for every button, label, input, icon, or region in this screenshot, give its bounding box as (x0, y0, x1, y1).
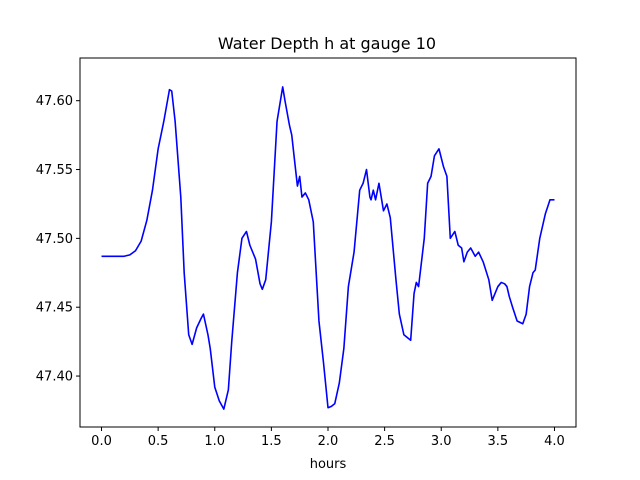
x-tick-label: 0.0 (91, 434, 112, 449)
chart-title: Water Depth h at gauge 10 (218, 34, 436, 53)
x-tick-label: 3.0 (431, 434, 452, 449)
series-line-0 (101, 86, 555, 410)
x-tick-label: 1.0 (204, 434, 225, 449)
series-layer (101, 86, 555, 410)
y-tick-label: 47.60 (36, 94, 73, 109)
ticks-layer: 0.0 0.5 1.0 1.5 2.0 2.5 3.0 3.5 4.0 47.40 47.45 47.… (36, 94, 565, 449)
y-tick-label: 47.40 (36, 370, 73, 385)
x-tick-label: 4.0 (544, 434, 565, 449)
x-tick-label: 0.5 (148, 434, 169, 449)
x-tick-label: 3.5 (488, 434, 509, 449)
x-tick-label: 2.0 (318, 434, 339, 449)
plot-frame (79, 57, 577, 428)
y-tick-label: 47.55 (36, 163, 73, 178)
y-tick-label: 47.45 (36, 301, 73, 316)
y-tick-label: 47.50 (36, 232, 73, 247)
x-axis-label: hours (310, 457, 347, 472)
x-tick-label: 2.5 (374, 434, 395, 449)
x-tick-label: 1.5 (261, 434, 282, 449)
